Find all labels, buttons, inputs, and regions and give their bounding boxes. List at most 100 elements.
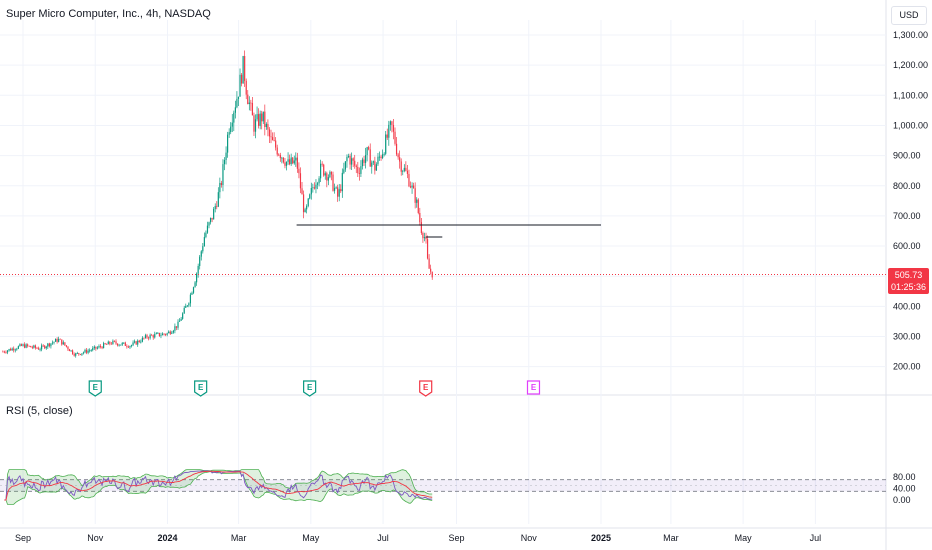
- candle-body: [402, 170, 404, 172]
- candle-body: [22, 344, 24, 346]
- candle-body: [248, 102, 250, 105]
- rsi-bollinger-lower: [4, 471, 433, 505]
- candle-body: [132, 342, 134, 346]
- candle-body: [306, 205, 308, 210]
- candle-body: [364, 155, 367, 163]
- earnings-marker-label: E: [531, 383, 537, 392]
- candle-body: [85, 349, 88, 353]
- candle-body: [313, 187, 316, 189]
- candle-body: [223, 160, 226, 165]
- candle-body: [293, 160, 295, 164]
- candle-body: [163, 333, 165, 335]
- candle-body: [227, 134, 229, 153]
- candle-body: [172, 330, 174, 333]
- candle-body: [194, 282, 196, 288]
- candle-body: [240, 74, 243, 84]
- candle-body: [25, 344, 27, 348]
- last-price-value: 505.73: [894, 270, 923, 280]
- candle-body: [199, 256, 201, 266]
- earnings-marker[interactable]: E: [194, 380, 208, 397]
- candle-body: [310, 188, 312, 195]
- candle-body: [140, 341, 142, 343]
- rsi-tick-label: 40.00: [893, 483, 916, 493]
- candle-body: [400, 161, 402, 172]
- candle-body: [278, 154, 280, 156]
- candle-body: [116, 343, 119, 346]
- candle-body: [44, 345, 46, 349]
- candle-body: [395, 143, 398, 155]
- candle-body: [171, 332, 173, 334]
- candle-body: [186, 305, 188, 307]
- candle-body: [154, 334, 156, 338]
- candle-body: [296, 157, 298, 169]
- candle-body: [265, 124, 267, 128]
- rsi-ma-line: [4, 470, 433, 501]
- candle-body: [51, 342, 54, 344]
- earnings-marker[interactable]: E: [526, 380, 541, 395]
- candle-body: [191, 292, 193, 295]
- candle-body: [368, 147, 370, 150]
- candle-body: [279, 154, 281, 159]
- candle-body: [110, 343, 112, 345]
- candle-body: [5, 352, 7, 353]
- candle-body: [247, 94, 249, 105]
- candle-body: [113, 340, 116, 342]
- candle-body: [312, 187, 314, 189]
- earnings-marker[interactable]: E: [303, 380, 317, 397]
- candle-body: [118, 344, 120, 346]
- candle-body: [409, 186, 412, 188]
- candle-body: [180, 318, 182, 321]
- candle-body: [258, 114, 260, 126]
- candle-body: [237, 96, 240, 99]
- candle-body: [214, 206, 216, 209]
- candle-body: [112, 340, 114, 344]
- earnings-marker-shape: [194, 380, 208, 397]
- candle-body: [202, 246, 204, 252]
- rsi-bollinger-fill: [4, 469, 433, 505]
- candle-body: [273, 140, 275, 141]
- candle-body: [45, 346, 47, 349]
- time-tick-label: Jul: [377, 533, 389, 543]
- candle-body: [386, 134, 388, 138]
- candle-body: [160, 335, 162, 337]
- candle-body: [301, 188, 303, 195]
- rsi-tick-label: 80.00: [893, 472, 916, 482]
- candle-body: [92, 348, 94, 351]
- candle-body: [420, 222, 422, 233]
- candle-body: [338, 189, 340, 197]
- candle-body: [149, 334, 151, 339]
- earnings-marker[interactable]: E: [88, 380, 102, 397]
- candle-body: [14, 349, 16, 351]
- candle-body: [234, 107, 236, 113]
- candle-body: [389, 121, 391, 125]
- earnings-marker[interactable]: E: [419, 380, 433, 397]
- candle-body: [129, 346, 131, 348]
- candle-body: [155, 333, 157, 335]
- candle-body: [217, 192, 219, 207]
- price-tick-label: 200.00: [893, 362, 921, 372]
- candle-body: [245, 80, 247, 95]
- time-tick-label: Sep: [15, 533, 31, 543]
- candle-body: [275, 140, 277, 148]
- candle-body: [363, 159, 365, 163]
- candle-body: [70, 350, 72, 352]
- candle-body: [344, 161, 347, 170]
- earnings-marker-label: E: [307, 383, 313, 392]
- rsi-indicator-label: RSI (5, close): [6, 405, 73, 417]
- candle-body: [73, 353, 75, 356]
- candle-body: [281, 157, 283, 159]
- currency-button[interactable]: USD: [891, 6, 927, 25]
- candle-body: [135, 341, 137, 345]
- candle-body: [200, 251, 202, 257]
- candle-body: [174, 326, 176, 331]
- candle-body: [323, 164, 325, 176]
- candle-body: [72, 350, 74, 354]
- candle-body: [377, 156, 379, 165]
- earnings-marker-shape: [303, 380, 317, 397]
- candle-body: [23, 344, 26, 348]
- candle-body: [324, 173, 326, 176]
- candle-body: [329, 171, 331, 178]
- rsi-zone-fill: [0, 479, 886, 492]
- earnings-marker-label: E: [198, 383, 204, 392]
